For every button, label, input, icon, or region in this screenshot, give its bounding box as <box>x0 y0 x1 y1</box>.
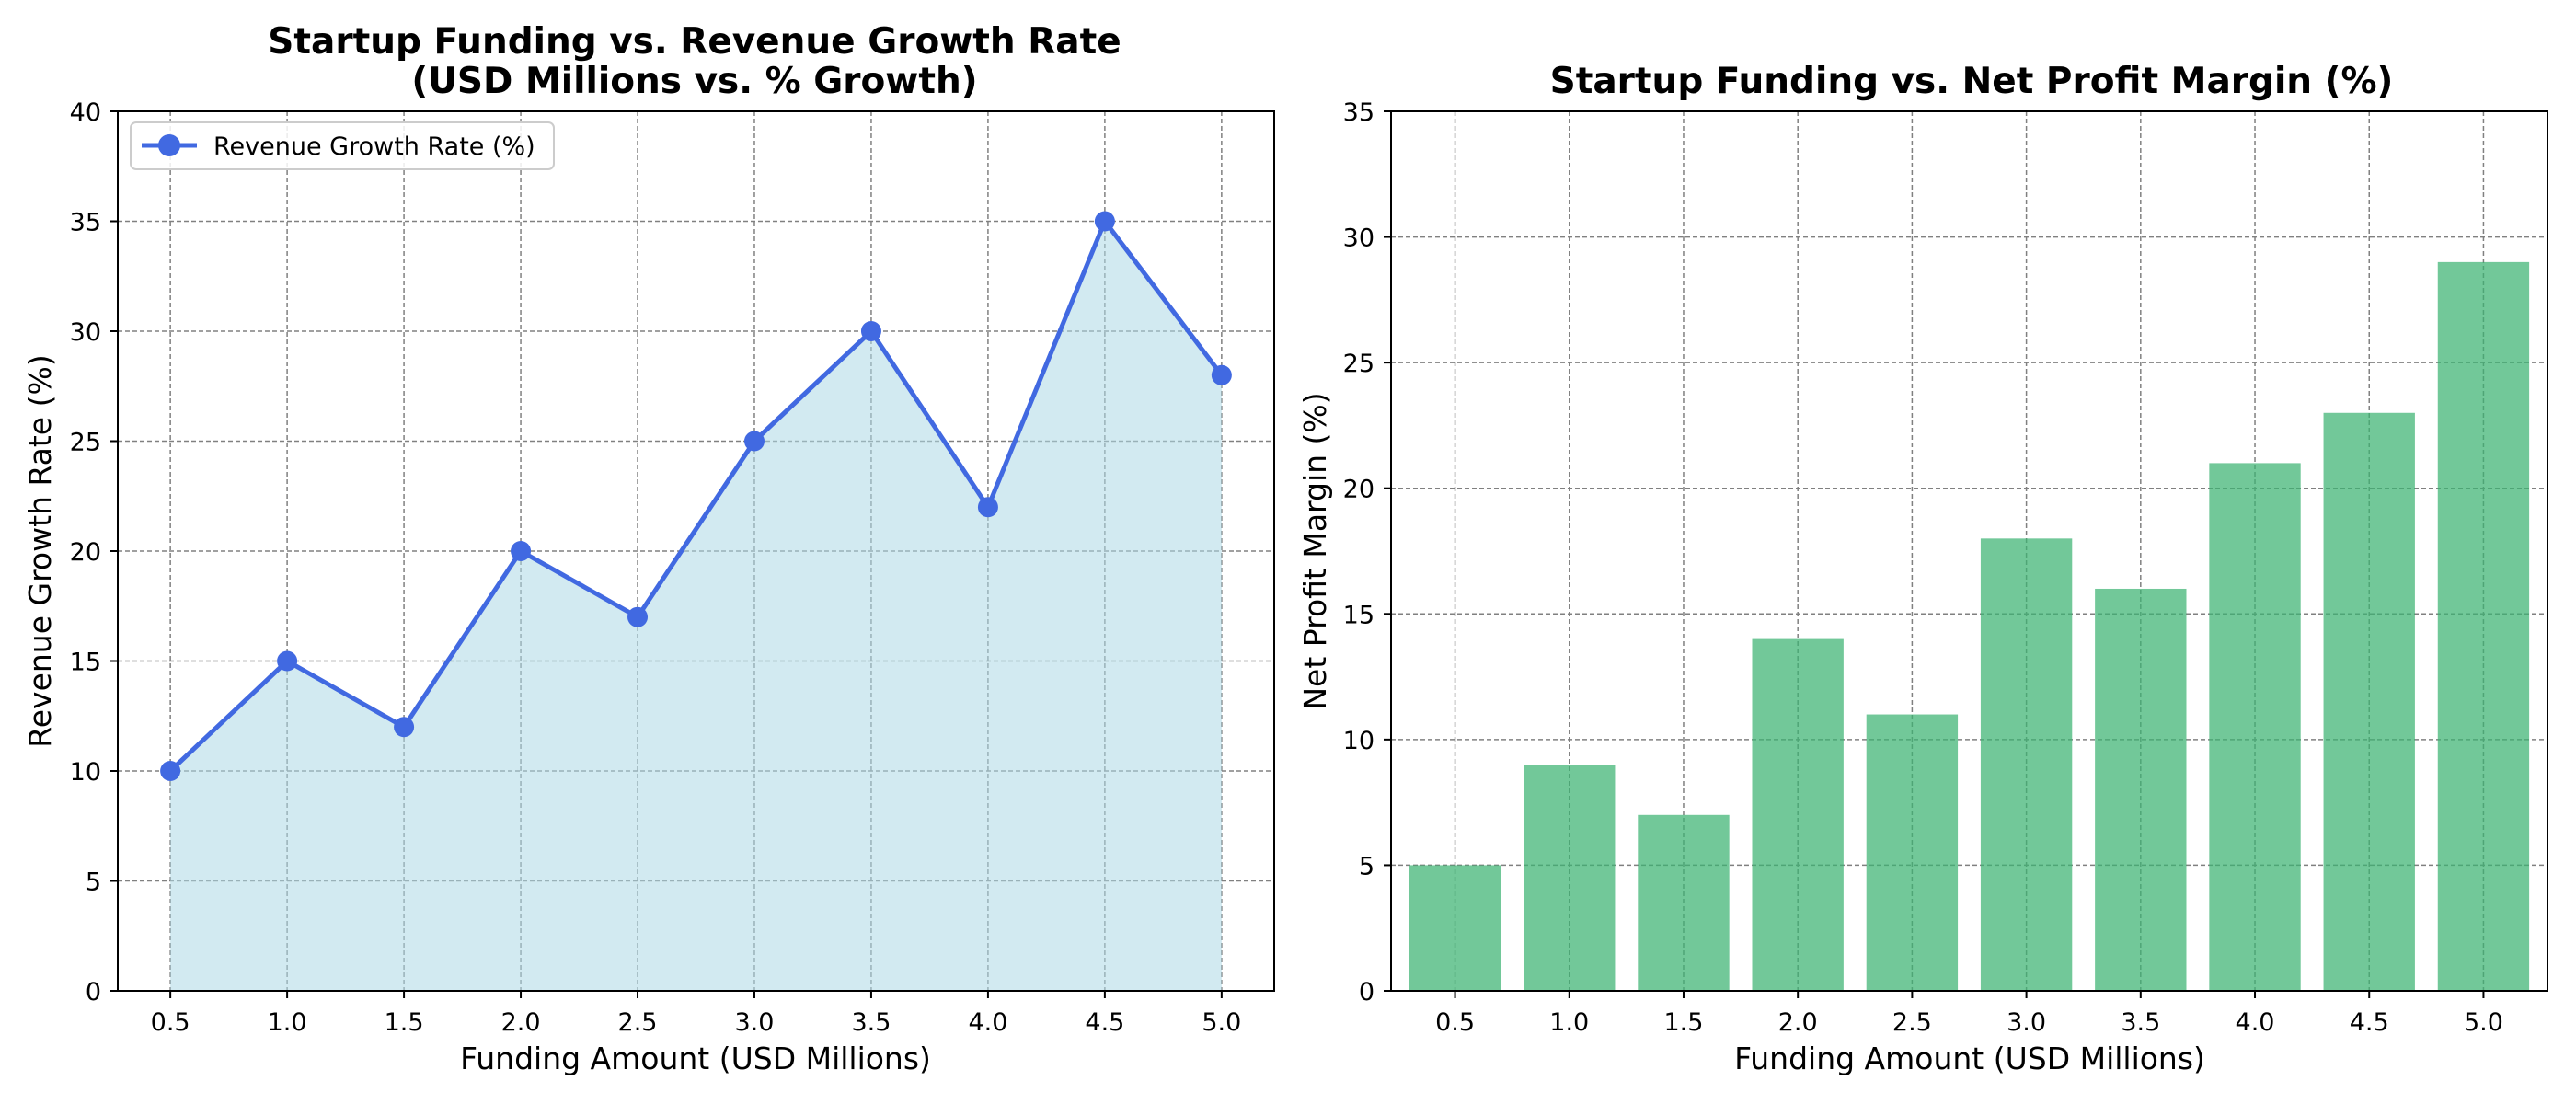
profit-chart-x-axis-label: Funding Amount (USD Millions) <box>1734 1041 2205 1076</box>
revenue-data-point <box>277 650 298 672</box>
x-tick-label: 4.5 <box>1085 1008 1124 1037</box>
x-tick-label: 4.5 <box>2350 1008 2389 1037</box>
profit-bar <box>1638 814 1730 991</box>
revenue-data-point <box>743 431 765 452</box>
profit-bar <box>1866 714 1959 991</box>
x-tick-label: 3.0 <box>735 1008 775 1037</box>
x-tick-label: 5.0 <box>1202 1008 1241 1037</box>
y-tick-label: 35 <box>1343 98 1374 127</box>
profit-bar <box>2095 588 2187 991</box>
profit-chart-frame <box>1390 110 2548 992</box>
revenue-chart-x-ticks: 0.5 1.0 1.5 2.0 2.5 3.0 3.5 4.0 4.5 5.0 <box>151 991 1241 1037</box>
y-tick-label: 20 <box>1343 476 1374 504</box>
revenue-chart-title-line1: Startup Funding vs. Revenue Growth Rate <box>268 21 1121 63</box>
profit-chart-y-ticks: 0 5 10 15 20 25 30 35 <box>1343 98 1391 1006</box>
revenue-chart-legend: Revenue Growth Rate (%) <box>130 121 555 170</box>
profit-bar <box>1409 865 1501 991</box>
profit-chart-x-ticks: 0.5 1.0 1.5 2.0 2.5 3.0 3.5 4.0 4.5 5.0 <box>1435 991 2503 1037</box>
y-tick-label: 25 <box>70 429 101 457</box>
x-tick-label: 1.0 <box>1549 1008 1589 1037</box>
profit-bar <box>2209 463 2301 991</box>
profit-bar <box>1752 638 1844 991</box>
profit-bar <box>2437 261 2530 991</box>
legend-series-label: Revenue Growth Rate (%) <box>213 132 535 161</box>
profit-bar <box>1980 538 2073 991</box>
revenue-chart-y-ticks: 0 5 10 15 20 25 30 35 40 <box>70 98 118 1006</box>
x-tick-label: 3.5 <box>2121 1008 2160 1037</box>
x-tick-label: 2.5 <box>1892 1008 1932 1037</box>
y-tick-label: 40 <box>70 98 101 127</box>
revenue-data-point <box>977 497 998 518</box>
profit-chart-title: Startup Funding vs. Net Profit Margin (%… <box>1550 61 2394 102</box>
revenue-data-point <box>511 541 532 561</box>
x-tick-label: 3.0 <box>2007 1008 2046 1037</box>
revenue-chart-y-axis-label: Revenue Growth Rate (%) <box>22 354 58 747</box>
y-tick-label: 10 <box>1343 727 1374 755</box>
revenue-chart-plot <box>160 211 1232 991</box>
y-tick-label: 20 <box>70 538 101 567</box>
y-tick-label: 5 <box>86 868 101 897</box>
y-tick-label: 35 <box>70 209 101 237</box>
x-tick-label: 1.0 <box>268 1008 307 1037</box>
y-tick-label: 25 <box>1343 350 1374 378</box>
revenue-chart-title-line2: (USD Millions vs. % Growth) <box>411 61 977 102</box>
revenue-data-point <box>1211 364 1232 385</box>
profit-chart-y-axis-label: Net Profit Margin (%) <box>1297 392 1333 709</box>
legend-box <box>130 121 555 170</box>
y-tick-label: 0 <box>86 978 101 1006</box>
x-tick-label: 5.0 <box>2464 1008 2503 1037</box>
y-tick-label: 30 <box>70 318 101 347</box>
x-tick-label: 0.5 <box>151 1008 190 1037</box>
x-tick-label: 4.0 <box>2236 1008 2275 1037</box>
revenue-series-line <box>168 219 1224 773</box>
x-tick-label: 2.5 <box>618 1008 658 1037</box>
revenue-data-point <box>1094 211 1115 232</box>
y-tick-label: 5 <box>1359 852 1374 880</box>
y-tick-label: 10 <box>70 758 101 787</box>
x-tick-label: 3.5 <box>851 1008 891 1037</box>
net-profit-chart: Startup Funding vs. Net Profit Margin (%… <box>1297 61 2548 1076</box>
y-tick-label: 0 <box>1359 978 1374 1006</box>
x-tick-label: 1.5 <box>1663 1008 1703 1037</box>
y-tick-label: 15 <box>1343 601 1374 629</box>
revenue-data-point <box>160 761 181 781</box>
legend-marker-swatch <box>158 134 180 156</box>
x-tick-label: 4.0 <box>968 1008 1007 1037</box>
profit-bar <box>2323 412 2415 991</box>
revenue-chart-x-axis-label: Funding Amount (USD Millions) <box>460 1041 931 1076</box>
revenue-data-point <box>627 606 649 627</box>
x-tick-label: 2.0 <box>1778 1008 1818 1037</box>
profit-chart-bars <box>1409 261 2530 991</box>
y-tick-label: 30 <box>1343 224 1374 253</box>
profit-bar <box>1524 765 1616 991</box>
x-tick-label: 1.5 <box>385 1008 424 1037</box>
x-tick-label: 0.5 <box>1435 1008 1475 1037</box>
x-tick-label: 2.0 <box>501 1008 541 1037</box>
revenue-data-point <box>394 717 415 738</box>
y-tick-label: 15 <box>70 649 101 677</box>
revenue-data-point <box>860 321 881 341</box>
revenue-area-fill <box>170 221 1222 991</box>
revenue-growth-chart: Startup Funding vs. Revenue Growth Rate … <box>22 21 1275 1076</box>
